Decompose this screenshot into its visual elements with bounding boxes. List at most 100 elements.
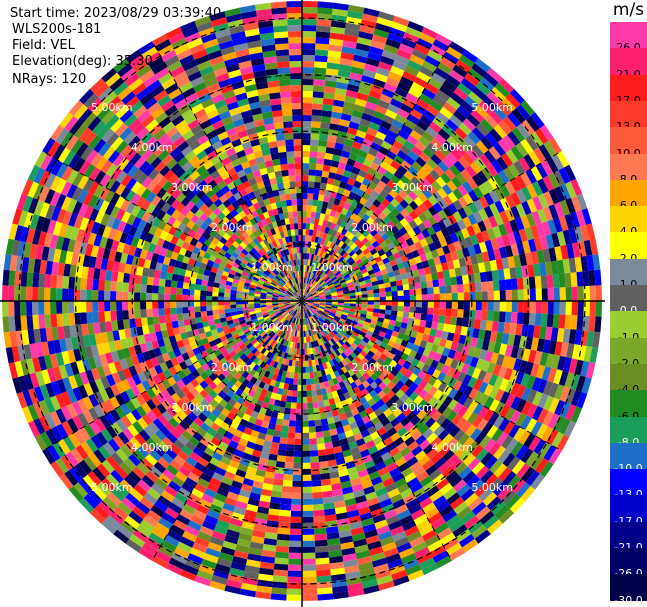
gate-cell bbox=[116, 310, 123, 321]
gate-cell bbox=[302, 55, 315, 62]
gate-cell bbox=[279, 509, 291, 517]
gate-cell bbox=[336, 288, 343, 292]
gate-cell bbox=[236, 304, 243, 308]
gate-cell bbox=[520, 448, 534, 464]
gate-cell bbox=[390, 225, 400, 234]
gate-cell bbox=[316, 286, 323, 292]
gate-cell bbox=[322, 322, 328, 328]
gate-cell bbox=[320, 207, 327, 215]
gate-cell bbox=[515, 203, 527, 218]
gate-cell bbox=[358, 277, 365, 283]
gate-cell bbox=[407, 477, 420, 489]
gate-cell bbox=[302, 85, 314, 92]
gate-cell bbox=[306, 217, 311, 224]
gate-cell bbox=[520, 100, 536, 116]
gate-cell bbox=[292, 474, 302, 481]
gate-cell bbox=[454, 144, 467, 157]
gate-cell bbox=[311, 316, 316, 322]
gate-cell bbox=[309, 309, 314, 315]
gate-cell bbox=[104, 311, 112, 322]
gate-cell bbox=[20, 315, 28, 331]
gate-cell bbox=[386, 202, 396, 212]
gate-cell bbox=[44, 314, 52, 328]
gate-cell bbox=[513, 334, 522, 348]
gate-cell bbox=[350, 273, 357, 279]
gate-cell bbox=[412, 405, 423, 416]
gate-cell bbox=[341, 107, 354, 116]
gate-cell bbox=[340, 281, 347, 286]
gate-cell bbox=[409, 382, 419, 392]
gate-cell bbox=[528, 349, 537, 364]
gate-cell bbox=[291, 396, 297, 403]
gate-cell bbox=[473, 199, 484, 212]
gate-cell bbox=[400, 416, 411, 427]
gate-cell bbox=[400, 208, 410, 218]
gate-cell bbox=[423, 209, 433, 220]
gate-cell bbox=[320, 238, 326, 245]
gate-cell bbox=[539, 352, 549, 367]
gate-cell bbox=[361, 294, 368, 298]
gate-cell bbox=[345, 279, 353, 284]
gate-cell bbox=[507, 232, 517, 246]
gate-cell bbox=[86, 312, 94, 324]
gate-cell bbox=[399, 366, 408, 376]
gate-cell bbox=[496, 431, 509, 446]
gate-cell bbox=[446, 97, 461, 110]
gate-cell bbox=[362, 138, 373, 148]
gate-cell bbox=[359, 396, 368, 405]
gate-cell bbox=[281, 491, 292, 499]
gate-cell bbox=[315, 169, 323, 177]
gate-cell bbox=[568, 257, 577, 273]
gate-cell bbox=[367, 398, 377, 407]
gate-cell bbox=[313, 515, 326, 523]
gate-cell bbox=[322, 201, 329, 209]
gate-cell bbox=[575, 210, 586, 227]
gate-cell bbox=[509, 219, 519, 233]
gate-cell bbox=[342, 215, 350, 224]
gate-cell bbox=[395, 134, 407, 145]
gate-cell bbox=[343, 101, 355, 110]
gate-cell bbox=[411, 48, 428, 61]
gate-cell bbox=[337, 161, 347, 170]
gate-cell bbox=[449, 164, 461, 177]
gate-cell bbox=[482, 372, 493, 384]
gate-cell bbox=[442, 347, 451, 357]
gate-cell bbox=[336, 205, 344, 214]
gate-cell bbox=[312, 193, 319, 201]
gate-cell bbox=[507, 356, 517, 370]
gate-cell bbox=[423, 327, 432, 336]
gate-cell bbox=[493, 142, 506, 157]
gate-cell bbox=[476, 418, 489, 432]
gate-cell bbox=[471, 501, 487, 516]
gate-cell bbox=[322, 311, 329, 316]
gate-cell bbox=[314, 533, 328, 541]
gate-cell bbox=[378, 146, 389, 156]
gate-cell bbox=[302, 432, 310, 439]
gate-cell bbox=[414, 171, 425, 183]
gate-cell bbox=[317, 449, 327, 457]
gate-cell bbox=[455, 529, 472, 543]
gate-cell bbox=[306, 304, 312, 309]
gate-cell bbox=[314, 49, 329, 57]
gate-cell bbox=[333, 268, 340, 275]
gate-cell bbox=[390, 198, 400, 208]
gate-cell bbox=[309, 259, 313, 267]
gate-cell bbox=[367, 326, 375, 333]
gate-cell bbox=[317, 326, 322, 333]
gate-cell bbox=[484, 350, 494, 363]
gate-cell bbox=[458, 196, 469, 208]
gate-cell bbox=[122, 301, 129, 311]
gate-cell bbox=[463, 283, 470, 293]
gate-cell bbox=[468, 91, 483, 105]
gate-cell bbox=[429, 121, 442, 134]
gate-cell bbox=[439, 254, 447, 264]
gate-cell bbox=[507, 256, 516, 269]
gate-cell bbox=[446, 492, 461, 505]
gate-cell bbox=[367, 301, 374, 305]
gate-cell bbox=[546, 274, 554, 289]
gate-cell bbox=[468, 202, 479, 214]
gate-cell bbox=[425, 173, 436, 185]
gate-cell bbox=[401, 317, 409, 324]
gate-cell bbox=[328, 272, 335, 279]
gate-cell bbox=[483, 384, 494, 397]
